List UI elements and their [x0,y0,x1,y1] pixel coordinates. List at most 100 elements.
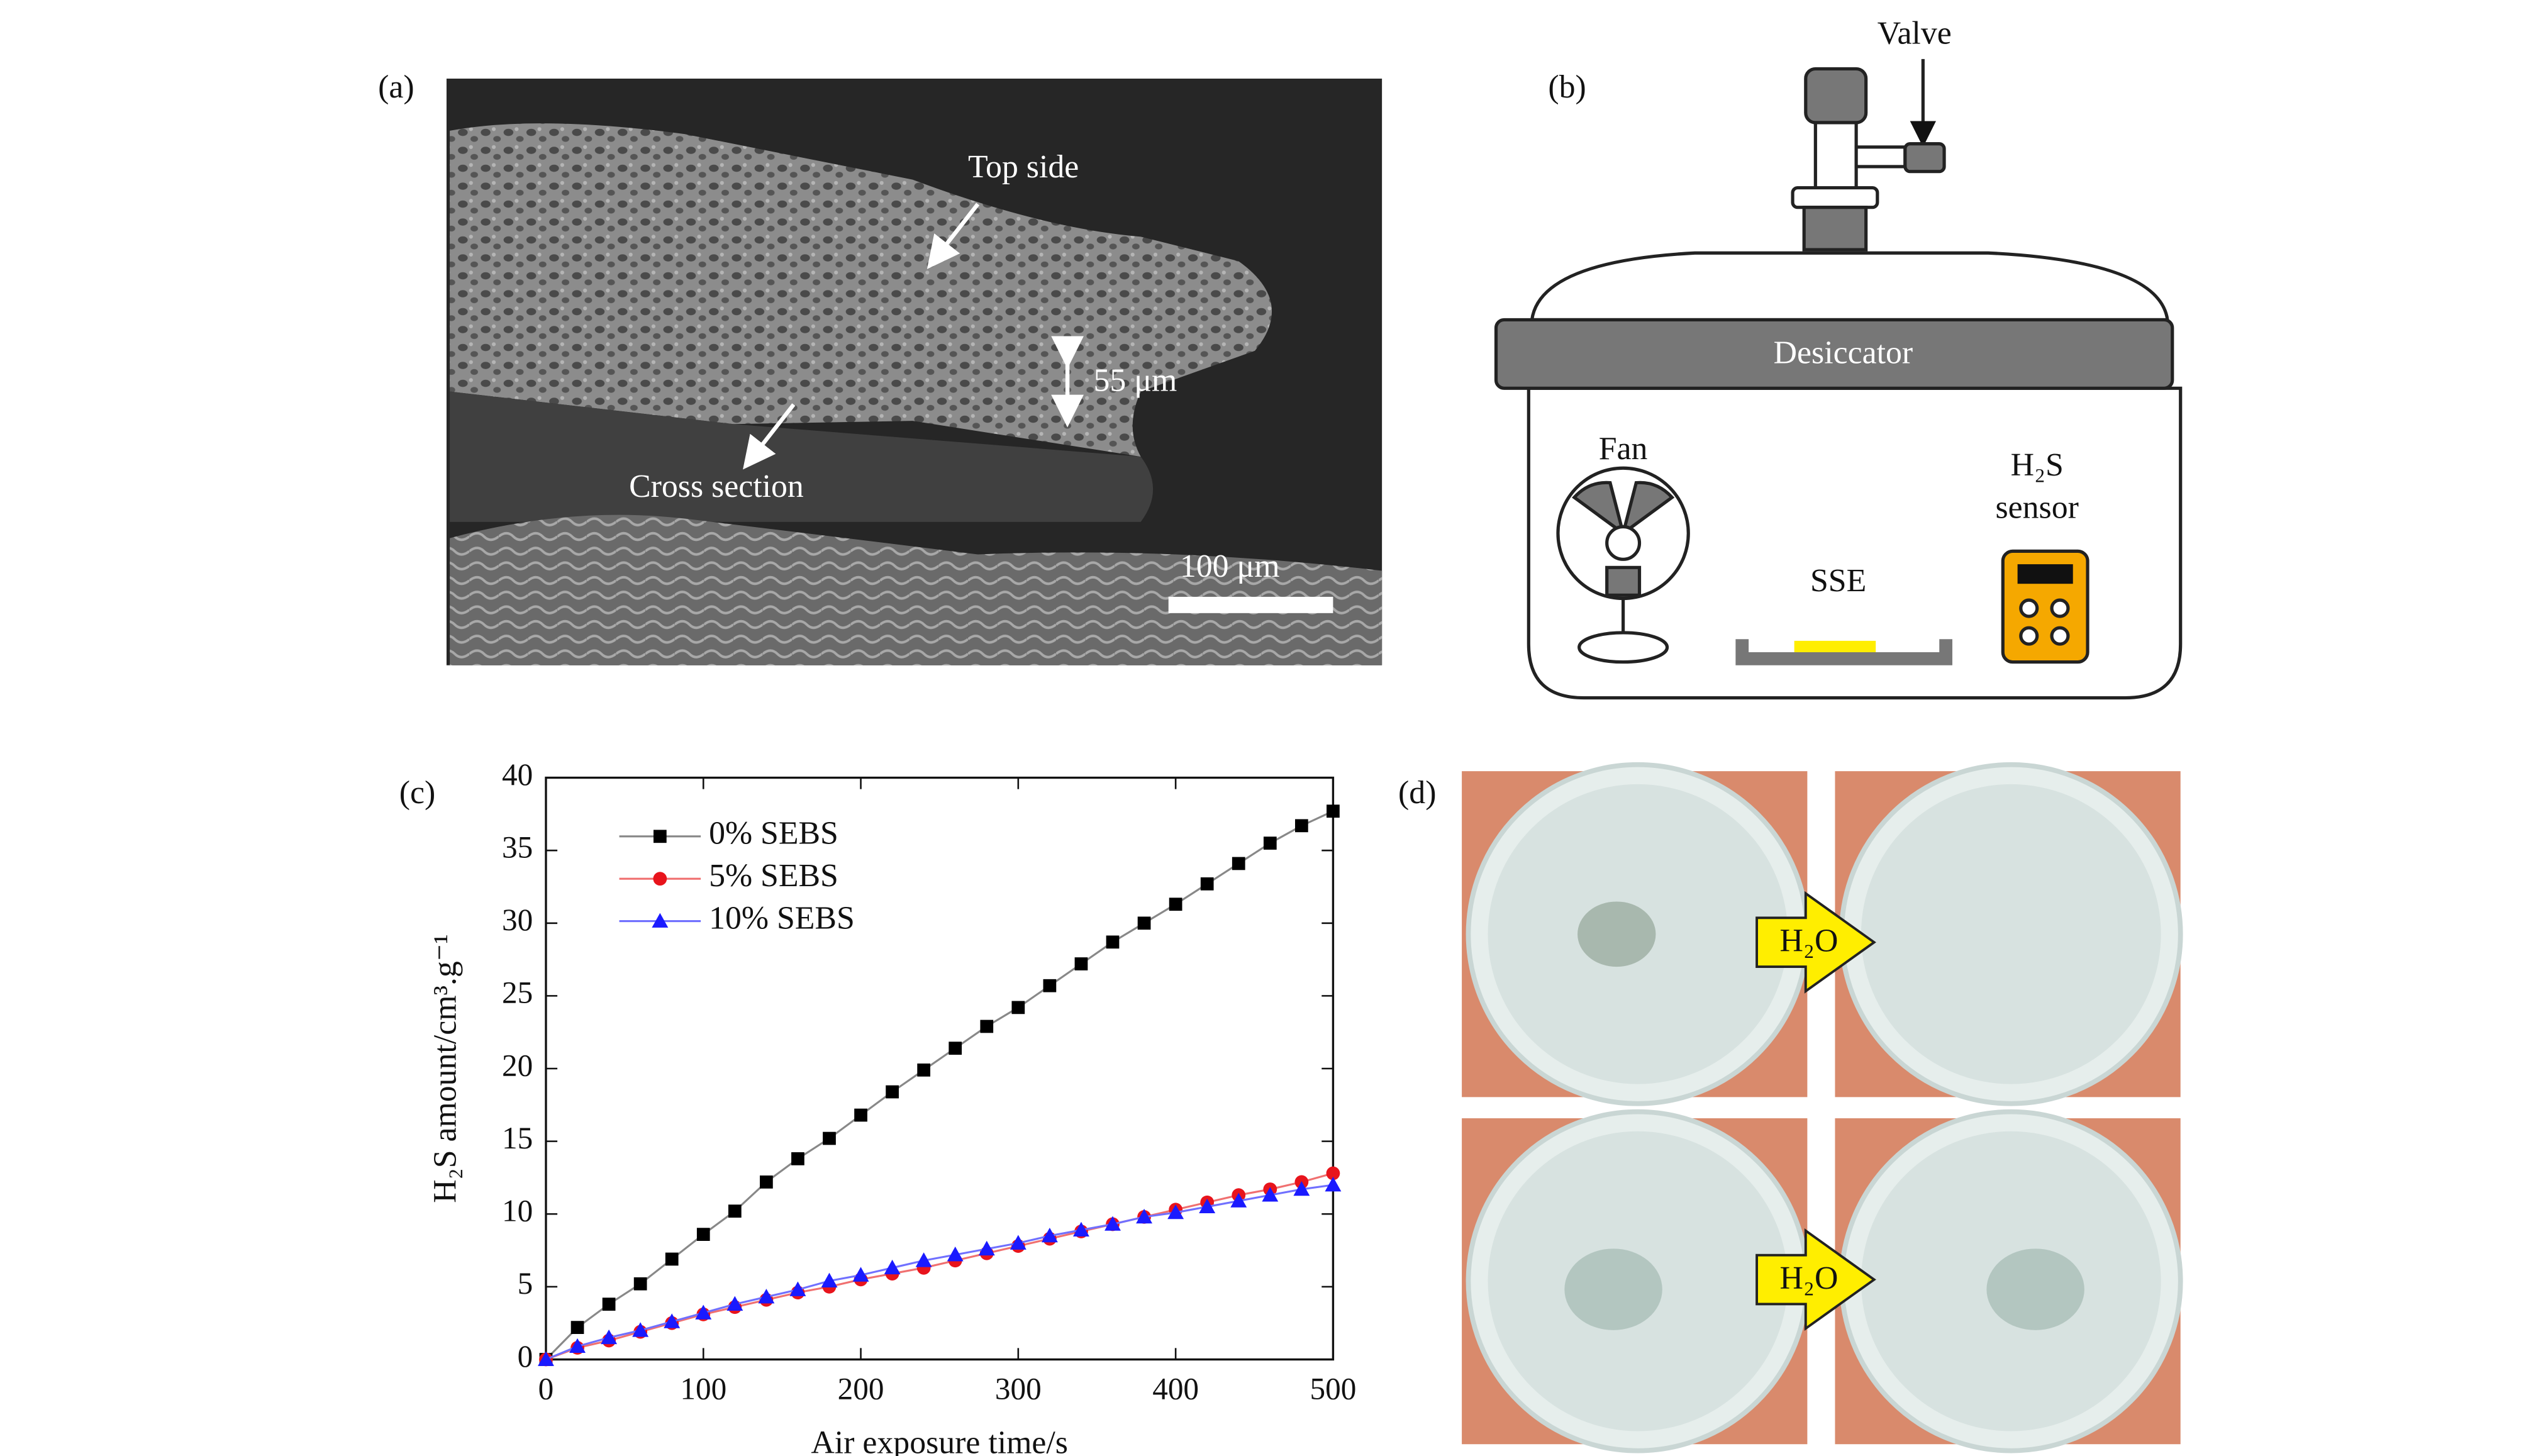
fan-blades [1572,481,1675,597]
series-line [545,810,1334,1360]
arrow: H₂O [1755,891,1876,994]
legend-marker [653,872,667,886]
marker [949,1042,962,1055]
arrow [743,403,796,470]
marker [1199,1198,1216,1214]
marker [1167,1204,1184,1220]
label: Fan [1599,431,1648,467]
marker [1230,1192,1247,1208]
sample [1577,901,1656,967]
marker [884,1259,901,1275]
marker [1262,1187,1279,1202]
legend-label: 10% SEBS [709,900,855,936]
x-tick-label: 200 [838,1372,884,1406]
dish-inner [1861,784,2161,1084]
label: SSE [1810,563,1866,599]
y-tick-label: 20 [502,1048,533,1082]
film-cross-section [450,391,1154,522]
label: Valve [1878,16,1952,52]
valve-stem [1813,121,1858,190]
marker [917,1063,931,1077]
marker [852,1267,869,1282]
y-tick-label: 25 [502,975,533,1010]
sample [1986,1248,2084,1330]
annotation: 55 μm [1094,362,1177,398]
marker [854,1108,867,1122]
marker [886,1085,899,1099]
panel-b: (b) Valve Desiccator Fan SSE H₂S sensor [1494,16,2183,700]
panel-a: (a) Top side 55 μm Cross section 100 μm [378,69,1383,665]
marker [978,1240,995,1256]
marker [915,1252,932,1267]
arrow [926,203,980,269]
panel-label: (a) [378,69,415,105]
marker [1072,1221,1089,1237]
fan-base [1577,631,1669,664]
marker [821,1272,838,1287]
sample [1794,640,1876,653]
label: H₂O [1780,1260,1839,1296]
legend-label: 0% SEBS [709,816,838,852]
collar [1791,186,1879,209]
marker [791,1152,804,1165]
marker [601,1329,618,1345]
marker [1043,979,1057,992]
valve-arm [1854,145,1907,169]
series-line [545,1184,1333,1360]
panel-label: (b) [1548,69,1586,105]
y-tick-label: 5 [518,1266,533,1301]
marker [1326,1166,1340,1181]
y-tick-label: 30 [502,903,533,937]
marker [695,1304,712,1320]
legend-marker [652,913,669,928]
legend-marker [653,830,667,843]
marker [980,1020,994,1033]
x-tick-label: 300 [995,1372,1042,1406]
fan-hub [1605,525,1642,561]
y-tick-label: 10 [502,1194,533,1228]
marker [823,1131,836,1145]
sensor-screen [2017,564,2073,584]
marker [570,1321,584,1334]
y-tick-label: 0 [518,1339,533,1374]
marker [1200,877,1214,891]
x-tick-label: 400 [1152,1372,1199,1406]
x-tick-label: 100 [680,1372,726,1406]
y-tick-label: 40 [502,757,533,792]
marker [1137,916,1151,930]
marker [696,1228,710,1241]
x-tick-label: 0 [538,1372,554,1406]
label: sensor [1996,489,2079,525]
label: H₂S [2011,447,2064,483]
lid [1530,251,2169,322]
marker [1327,804,1340,818]
arrow: H₂O [1755,1228,1876,1331]
plot-frame [545,776,1335,1361]
marker [538,1351,554,1366]
marker [758,1289,775,1304]
marker [1136,1208,1153,1224]
marker [760,1175,773,1189]
label: Desiccator [1774,335,1913,370]
scale-bar [1168,596,1333,613]
label: H₂O [1780,923,1839,959]
sample [1564,1248,1662,1330]
marker [1010,1235,1027,1250]
marker [1041,1227,1058,1243]
marker [1104,1216,1121,1231]
valve-knob [1804,67,1868,125]
y-tick-label: 35 [502,830,533,864]
marker [1169,897,1182,911]
x-tick-label: 500 [1310,1372,1356,1406]
neck [1802,206,1868,252]
marker [1011,1001,1025,1014]
marker [632,1322,649,1337]
marker [633,1277,647,1291]
y-tick-label: 15 [502,1121,533,1155]
x-axis-label: Air exposure time/s [811,1425,1068,1456]
marker [1293,1181,1310,1196]
panel-label: (c) [399,775,436,811]
panel-d: (d) H₂O H₂O [1398,762,2183,1453]
annotation: 100 μm [1180,548,1280,584]
